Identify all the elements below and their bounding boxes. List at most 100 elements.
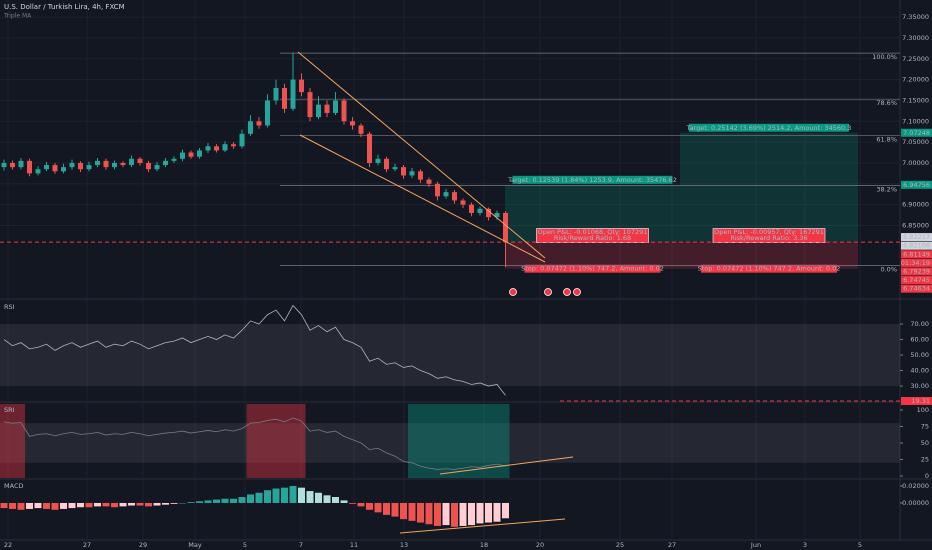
histogram-bar — [153, 502, 161, 506]
histogram-bar — [111, 502, 118, 508]
histogram-bar — [162, 502, 169, 505]
price-badge — [901, 180, 932, 189]
x-tick-label: 3 — [803, 541, 807, 549]
histogram-bar — [204, 500, 212, 503]
histogram-bar — [128, 502, 135, 506]
stop-label-box — [701, 264, 837, 273]
histogram-bar — [221, 498, 229, 503]
x-tick-label: 5 — [243, 541, 247, 549]
price-badge-label: 6.81149 — [903, 250, 930, 258]
price-badge-label: 6.82106 — [903, 242, 930, 250]
histogram-bar — [102, 502, 110, 507]
y-tick-label: 7.20000 — [902, 76, 929, 84]
candle-body — [426, 179, 432, 184]
candle-body — [146, 162, 151, 170]
candle-body — [103, 160, 109, 168]
y-tick-label: 75 — [921, 422, 929, 430]
candle-body — [256, 121, 262, 126]
price-badge-label: 6.74745 — [903, 276, 930, 284]
histogram-bar — [340, 500, 348, 503]
histogram-bar — [68, 502, 76, 509]
event-icons — [509, 288, 581, 296]
histogram-bar — [374, 502, 382, 513]
histogram-bar — [306, 491, 314, 503]
fib-label: 61.8% — [876, 135, 897, 143]
candle-body — [154, 165, 160, 170]
countdown-badge — [901, 258, 932, 267]
value-badge — [901, 397, 932, 405]
histogram-bar — [417, 502, 424, 523]
candle-body — [452, 192, 457, 201]
histogram-bar — [442, 502, 450, 526]
x-tick-label: 11 — [350, 541, 358, 549]
candle-body — [469, 204, 474, 213]
candle-body — [477, 208, 483, 213]
y-tick-label: 0.02000 — [902, 482, 929, 490]
histogram-bar — [459, 502, 467, 526]
histogram-bar — [179, 502, 186, 504]
candle-body — [358, 125, 364, 134]
histogram-bar — [119, 502, 127, 507]
candle-body — [384, 158, 389, 170]
target-zone — [680, 132, 858, 242]
event-icon — [544, 288, 552, 296]
histogram-bar — [502, 502, 509, 519]
histogram-bar — [425, 502, 433, 525]
price-badge — [901, 276, 932, 285]
histogram-bar — [468, 502, 475, 526]
countdown: 01:34:19 — [901, 259, 930, 267]
price-badge-label: 6.79239 — [903, 267, 930, 275]
candle-body — [401, 167, 406, 176]
histogram-bar — [196, 501, 203, 503]
histogram-bar — [281, 487, 288, 503]
candle-body — [409, 171, 415, 176]
candle-body — [214, 146, 219, 151]
price-badge — [901, 250, 932, 259]
fib-label: 0.0% — [880, 265, 897, 273]
candle-body — [112, 162, 117, 168]
candle-body — [435, 183, 440, 197]
price-badge — [901, 267, 932, 276]
histogram-bar — [366, 502, 373, 510]
candle-body — [460, 200, 466, 205]
histogram-bar — [349, 502, 356, 504]
pnl-label: Open P&L: -0.00957, Qty: 167291 — [714, 228, 824, 236]
histogram-bar — [51, 502, 59, 510]
candle-body — [231, 144, 236, 147]
fib-label: 78.6% — [876, 99, 897, 107]
candle-body — [188, 152, 194, 157]
candle-body — [299, 79, 304, 93]
candle-body — [418, 171, 423, 180]
histogram-bar — [255, 492, 263, 503]
histogram-bar — [315, 492, 322, 503]
histogram-bar — [170, 502, 178, 504]
histogram-bar — [213, 499, 220, 503]
band — [0, 423, 900, 463]
candle-body — [239, 133, 245, 147]
histogram-bar — [451, 502, 458, 527]
histogram-bar — [493, 502, 501, 522]
histogram-bar — [408, 502, 416, 521]
pnl-box — [712, 228, 826, 243]
value-badge-label: 19.31 — [911, 397, 930, 405]
histogram-bar — [85, 502, 93, 508]
price-badge — [901, 128, 932, 137]
stop-zone — [680, 241, 858, 269]
x-tick-label: 29 — [139, 541, 147, 549]
candle-body — [486, 208, 491, 218]
histogram-bar — [289, 485, 297, 503]
candle-body — [341, 100, 347, 122]
candle-body — [290, 79, 296, 109]
histogram-bar — [400, 502, 407, 520]
histogram-bar — [0, 502, 8, 509]
y-tick-label: 60.00 — [910, 336, 929, 344]
candle-body — [61, 167, 66, 172]
zone-highlight — [408, 404, 510, 478]
candle-body — [129, 158, 134, 166]
wedge-lower — [299, 134, 546, 263]
histogram-bar — [485, 502, 492, 523]
wedge-upper — [297, 51, 546, 259]
candle-body — [316, 104, 321, 118]
